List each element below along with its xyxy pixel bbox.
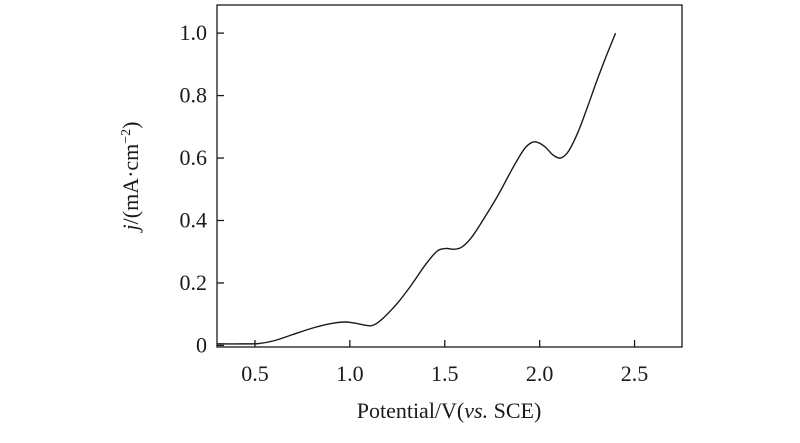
y-tick-label-4: 0.8 (180, 83, 208, 108)
x-tick-label-3: 2.0 (526, 361, 554, 386)
y-axis-label: j/(mA·cm−2) (118, 121, 143, 233)
current-density-curve (216, 32, 617, 345)
y-tick-label-2: 0.4 (180, 208, 208, 233)
y-tick-label-0: 0 (196, 332, 207, 357)
x-axis-label: Potential/V(vs. SCE) (357, 398, 542, 423)
y-tick-label-3: 0.6 (180, 145, 208, 170)
x-tick-label-2: 1.5 (431, 361, 459, 386)
plot-frame (216, 4, 683, 348)
y-tick-label-5: 1.0 (180, 20, 208, 45)
x-tick-label-4: 2.5 (621, 361, 649, 386)
axis-ticks (217, 32, 636, 347)
tick-labels: 0.5 1.0 1.5 2.0 2.5 0 0.2 0.4 0.6 0.8 1.0 (180, 20, 649, 386)
x-tick-label-1: 1.0 (336, 361, 364, 386)
y-tick-label-1: 0.2 (180, 270, 208, 295)
x-tick-label-0: 0.5 (241, 361, 269, 386)
